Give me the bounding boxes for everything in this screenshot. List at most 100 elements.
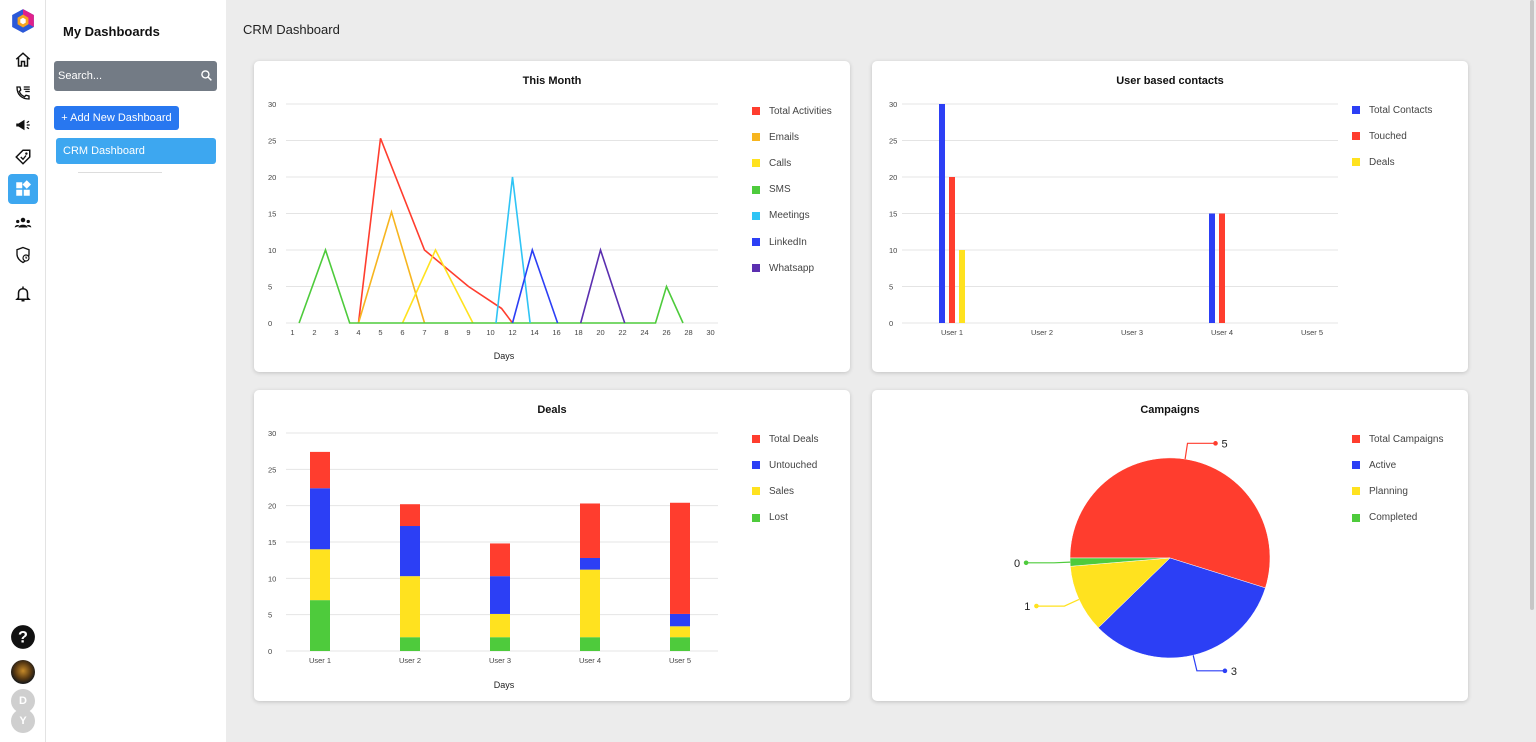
y-tick-label: 15: [889, 210, 897, 219]
bar-segment-sales-user-2: [400, 576, 420, 638]
legend-item-planning[interactable]: Planning: [1352, 478, 1443, 504]
legend-label: Deals: [1369, 156, 1395, 168]
legend-swatch: [752, 211, 760, 220]
bar-touched-user-1: [949, 177, 955, 323]
legend-item-linkedin[interactable]: LinkedIn: [752, 229, 832, 255]
y-tick-label: 20: [889, 173, 897, 182]
page-title: CRM Dashboard: [243, 22, 340, 37]
pie-leader-dot: [1222, 668, 1228, 674]
legend-item-untouched[interactable]: Untouched: [752, 452, 818, 478]
y-tick-label: 0: [889, 319, 893, 328]
series-line-meetings: [495, 176, 531, 324]
chart-title: Campaigns: [1140, 404, 1200, 416]
bar-segment-untouched-user-5: [670, 613, 690, 627]
pie-data-label: 0: [1014, 558, 1020, 570]
bar-segment-total-deals-user-2: [400, 504, 420, 527]
x-tick-label: User 5: [669, 656, 691, 665]
pie-data-label: 3: [1231, 666, 1237, 678]
y-tick-label: 5: [889, 283, 893, 292]
legend-label: Whatsapp: [769, 262, 815, 274]
pie-chart: 5 3 1 0: [1014, 438, 1271, 678]
bar-total-contacts-user-1: [939, 104, 945, 323]
phone-list-icon[interactable]: [8, 78, 38, 108]
legend-item-meetings[interactable]: Meetings: [752, 203, 832, 229]
series-line-emails: [357, 209, 426, 324]
avatar[interactable]: [11, 660, 35, 684]
legend-item-whatsapp[interactable]: Whatsapp: [752, 255, 832, 281]
bar-segment-total-deals-user-4: [580, 503, 600, 558]
bar-segment-lost-user-4: [580, 637, 600, 651]
megaphone-icon[interactable]: [8, 110, 38, 140]
divider: [78, 172, 162, 173]
logo-icon[interactable]: [8, 6, 38, 36]
add-dashboard-button[interactable]: + Add New Dashboard: [54, 106, 179, 130]
x-tick-label: 24: [640, 328, 648, 337]
bar-segment-lost-user-1: [310, 600, 330, 651]
x-tick-label: 30: [706, 328, 714, 337]
bell-icon[interactable]: [8, 279, 38, 309]
y-tick-label: 25: [268, 137, 276, 146]
legend-label: Emails: [769, 131, 800, 143]
legend-item-total-activities[interactable]: Total Activities: [752, 98, 832, 124]
chart-title: This Month: [522, 75, 582, 87]
series-line-whatsapp: [579, 247, 626, 324]
search-input[interactable]: Search...: [54, 61, 217, 91]
x-tick-label: 1: [290, 328, 294, 337]
bar-segment-sales-user-4: [580, 569, 600, 638]
x-tick-label: 12: [508, 328, 516, 337]
chart-legend: Total Deals Untouched Sales Lost: [752, 426, 818, 531]
series-line-linkedin: [511, 247, 559, 324]
legend-swatch: [1352, 435, 1360, 444]
bar-chart: 0 5 10 15 20 25 30 User 1 User 2 User 3 User 4 User…: [889, 100, 1338, 337]
legend-label: Total Activities: [769, 105, 832, 117]
x-tick-label: 2: [312, 328, 316, 337]
x-tick-label: User 1: [309, 656, 331, 665]
search-icon[interactable]: [200, 69, 213, 82]
legend-item-completed[interactable]: Completed: [1352, 505, 1443, 531]
bar-segment-untouched-user-4: [580, 557, 600, 570]
legend-item-total-deals[interactable]: Total Deals: [752, 426, 818, 452]
legend-item-emails[interactable]: Emails: [752, 124, 832, 150]
bar-segment-lost-user-2: [400, 637, 420, 651]
chart-card-this-month: This Month 0 5 10 15 20 25 30 1 2 3 4 5 6 7 8 9 10 12 14 16…: [254, 61, 850, 372]
legend-swatch: [752, 435, 760, 444]
legend-item-calls[interactable]: Calls: [752, 150, 832, 176]
x-tick-label: User 4: [1211, 328, 1233, 337]
legend-item-active[interactable]: Active: [1352, 452, 1443, 478]
x-tick-label: User 5: [1301, 328, 1323, 337]
legend-item-touched[interactable]: Touched: [1352, 123, 1432, 149]
pie-data-label: 1: [1024, 601, 1030, 613]
bar-segment-untouched-user-2: [400, 526, 420, 577]
shield-clock-icon[interactable]: [8, 240, 38, 270]
legend-item-total-campaigns[interactable]: Total Campaigns: [1352, 426, 1443, 452]
scrollbar[interactable]: [1530, 0, 1534, 610]
y-tick-label: 15: [268, 210, 276, 219]
pie-data-label: 5: [1222, 438, 1228, 450]
sidebar-item-crm-dashboard[interactable]: CRM Dashboard: [56, 138, 216, 164]
legend-swatch: [752, 185, 760, 194]
dashboards-panel: My Dashboards Search... + Add New Dashbo…: [46, 0, 226, 742]
tag-icon[interactable]: [8, 142, 38, 172]
legend-swatch: [752, 133, 760, 142]
bar-total-contacts-user-4: [1209, 213, 1215, 323]
legend-item-sms[interactable]: SMS: [752, 177, 832, 203]
user-initial-y[interactable]: Y: [11, 709, 35, 733]
chart-legend: Total Contacts Touched Deals: [1352, 97, 1432, 176]
legend-item-sales[interactable]: Sales: [752, 478, 818, 504]
svg-text:?: ?: [18, 628, 28, 646]
help-icon[interactable]: ?: [8, 622, 38, 652]
legend-item-lost[interactable]: Lost: [752, 505, 818, 531]
legend-label: Sales: [769, 485, 795, 497]
x-tick-label: 22: [618, 328, 626, 337]
series-line-calls: [401, 248, 474, 324]
legend-item-total-contacts[interactable]: Total Contacts: [1352, 97, 1432, 123]
pie-slice-active: [1097, 557, 1266, 659]
home-icon[interactable]: [8, 45, 38, 75]
team-icon[interactable]: [8, 208, 38, 238]
legend-item-deals[interactable]: Deals: [1352, 149, 1432, 175]
dashboard-icon[interactable]: [8, 174, 38, 204]
legend-swatch: [1352, 158, 1360, 167]
legend-swatch: [752, 159, 760, 168]
icon-rail: ? D Y: [0, 0, 46, 742]
y-tick-label: 10: [268, 246, 276, 255]
